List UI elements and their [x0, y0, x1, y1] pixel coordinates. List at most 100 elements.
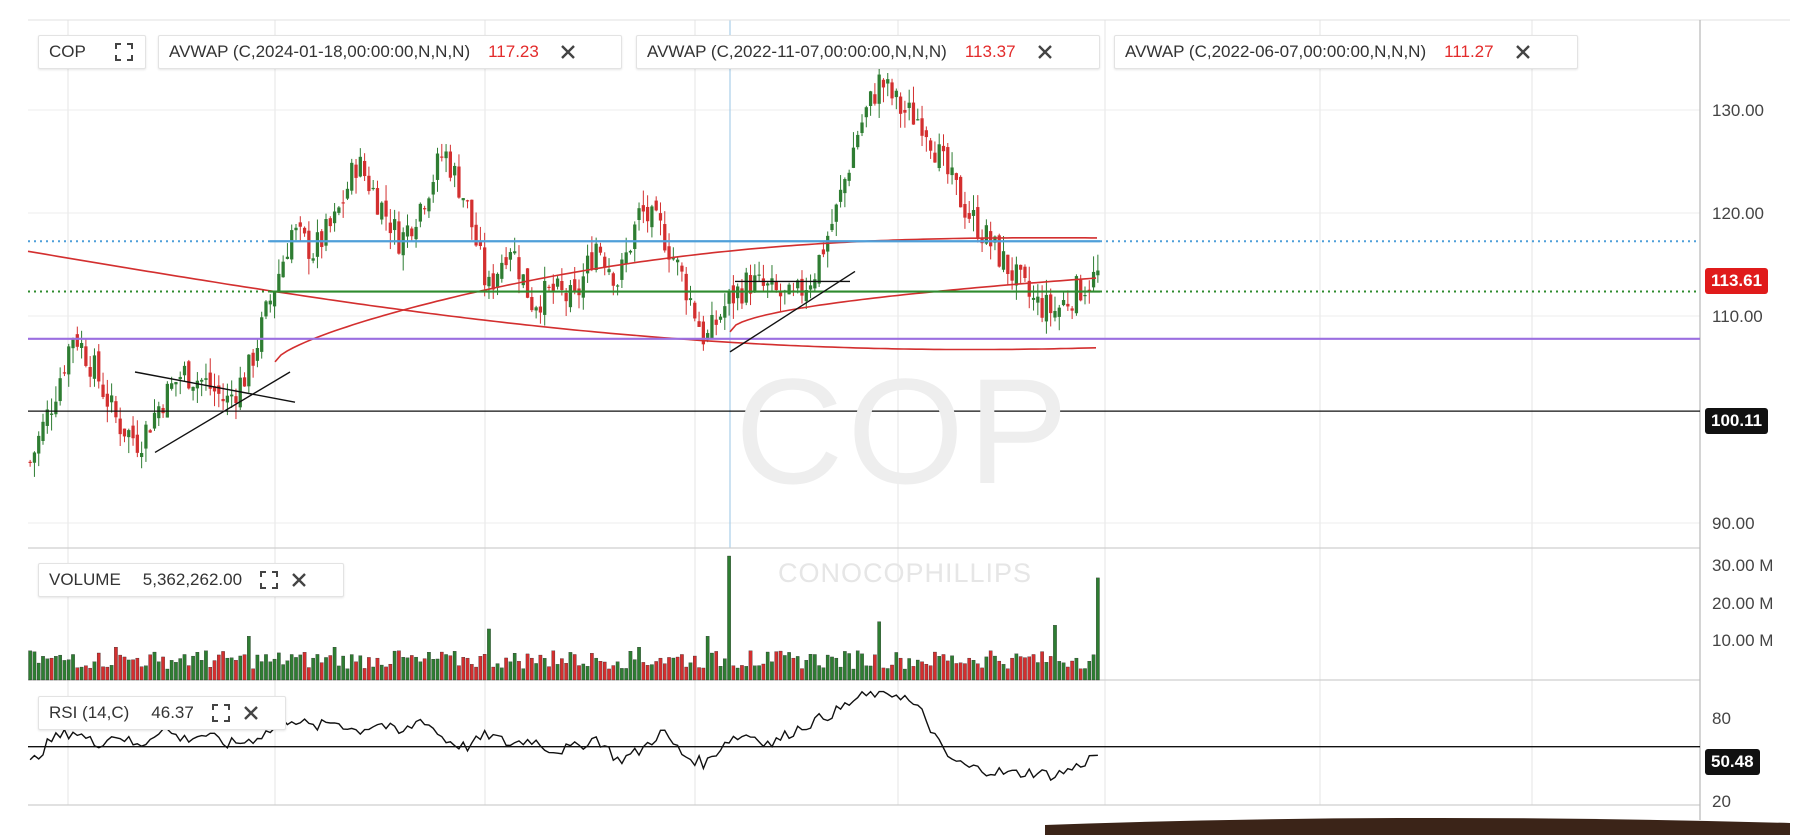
- candle-body: [495, 273, 500, 288]
- candle-body: [384, 200, 388, 217]
- close-icon[interactable]: [557, 41, 579, 63]
- candle-body: [959, 176, 963, 208]
- volume-bar: [1023, 657, 1027, 681]
- volume-bar: [864, 665, 869, 681]
- volume-bar: [75, 667, 80, 681]
- avwap-legend-2[interactable]: AVWAP (C,2022-11-07,00:00:00,N,N,N) 113.…: [636, 35, 1100, 69]
- rsi-value: 46.37: [151, 703, 194, 722]
- volume-bar: [731, 665, 736, 681]
- volume-bar: [148, 654, 152, 681]
- volume-bar: [581, 663, 586, 681]
- candle-body: [830, 223, 834, 231]
- volume-bar: [847, 653, 851, 681]
- close-icon[interactable]: [288, 569, 310, 591]
- candle-body: [122, 428, 127, 437]
- volume-bar: [877, 621, 881, 681]
- volume-bar: [1018, 656, 1023, 681]
- candle-body: [410, 228, 414, 237]
- volume-bar: [568, 652, 573, 681]
- candle-body: [483, 247, 487, 286]
- volume-bar: [114, 647, 118, 681]
- volume-bar: [242, 654, 247, 681]
- volume-bar: [1091, 654, 1096, 681]
- candle-body: [405, 225, 410, 237]
- candle-body: [315, 232, 320, 257]
- candle-body: [594, 243, 598, 271]
- volume-legend[interactable]: VOLUME 5,362,262.00: [38, 563, 344, 597]
- candle-body: [1066, 303, 1070, 307]
- volume-bar: [251, 668, 255, 681]
- volume-bar: [1096, 577, 1100, 681]
- volume-bar: [898, 657, 903, 681]
- candle-body: [457, 166, 461, 198]
- volume-bar: [795, 656, 800, 681]
- candle-body: [1014, 264, 1019, 286]
- candle-body: [851, 147, 856, 168]
- volume-bar: [229, 657, 234, 681]
- candle-body: [641, 205, 645, 212]
- candle-body: [88, 367, 92, 377]
- candle-body: [311, 258, 315, 261]
- volume-bar: [294, 657, 298, 681]
- volume-bar: [96, 652, 101, 681]
- candle-body: [1031, 297, 1036, 300]
- candle-body: [1053, 310, 1057, 318]
- close-icon[interactable]: [1034, 41, 1056, 63]
- volume-bar: [444, 654, 448, 681]
- volume-bar: [770, 661, 774, 681]
- avwap-legend-3[interactable]: AVWAP (C,2022-06-07,00:00:00,N,N,N) 111.…: [1114, 35, 1578, 69]
- candle-body: [337, 207, 341, 213]
- trendline: [729, 270, 856, 353]
- candle-body: [555, 278, 560, 287]
- candle-body: [302, 227, 307, 234]
- candle-body: [976, 207, 980, 240]
- volume-bar: [126, 659, 131, 681]
- candle-body: [718, 316, 723, 320]
- avwap-legend-1[interactable]: AVWAP (C,2024-01-18,00:00:00,N,N,N) 117.…: [158, 35, 622, 69]
- volume-bar: [873, 654, 877, 681]
- volume-bar: [191, 655, 195, 681]
- candle-body: [294, 227, 298, 231]
- volume-bar: [971, 659, 976, 681]
- expand-icon[interactable]: [258, 569, 280, 591]
- candle-body: [1061, 300, 1066, 306]
- candle-body: [658, 213, 663, 221]
- candle-body: [414, 226, 418, 240]
- volume-bar: [525, 653, 530, 681]
- volume-bar: [654, 661, 658, 681]
- candle-body: [727, 290, 731, 304]
- candle-body: [898, 96, 903, 114]
- trendline: [154, 371, 291, 454]
- volume-bar: [358, 655, 363, 681]
- volume-bar: [422, 658, 427, 681]
- volume-bar: [830, 656, 834, 681]
- expand-icon[interactable]: [210, 702, 232, 724]
- price-legend[interactable]: COP: [38, 35, 146, 69]
- rsi-tick-label: 80: [1712, 709, 1731, 728]
- candle-body: [838, 189, 843, 202]
- volume-value: 5,362,262.00: [142, 570, 243, 589]
- candle-body: [45, 409, 49, 426]
- volume-bar: [1001, 664, 1006, 681]
- volume-bar: [88, 667, 92, 681]
- trendlines: [134, 270, 856, 454]
- volume-bar: [1053, 625, 1057, 681]
- volume-bar: [607, 668, 611, 681]
- volume-bar: [783, 655, 787, 681]
- volume-bar: [920, 661, 924, 681]
- symbol-label: COP: [49, 42, 86, 61]
- volume-bar: [349, 654, 354, 681]
- volume-bar: [328, 655, 333, 681]
- volume-bar: [551, 650, 556, 681]
- close-icon[interactable]: [1512, 41, 1534, 63]
- candle-body: [568, 285, 573, 308]
- close-icon[interactable]: [240, 702, 262, 724]
- volume-bar: [778, 650, 783, 681]
- volume-bar: [915, 659, 920, 681]
- rsi-legend[interactable]: RSI (14,C) 46.37: [38, 696, 286, 730]
- volume-bar: [963, 663, 967, 681]
- volume-bar: [723, 658, 727, 681]
- expand-icon[interactable]: [114, 41, 135, 63]
- candle-body: [28, 461, 32, 463]
- volume-bar: [311, 657, 315, 681]
